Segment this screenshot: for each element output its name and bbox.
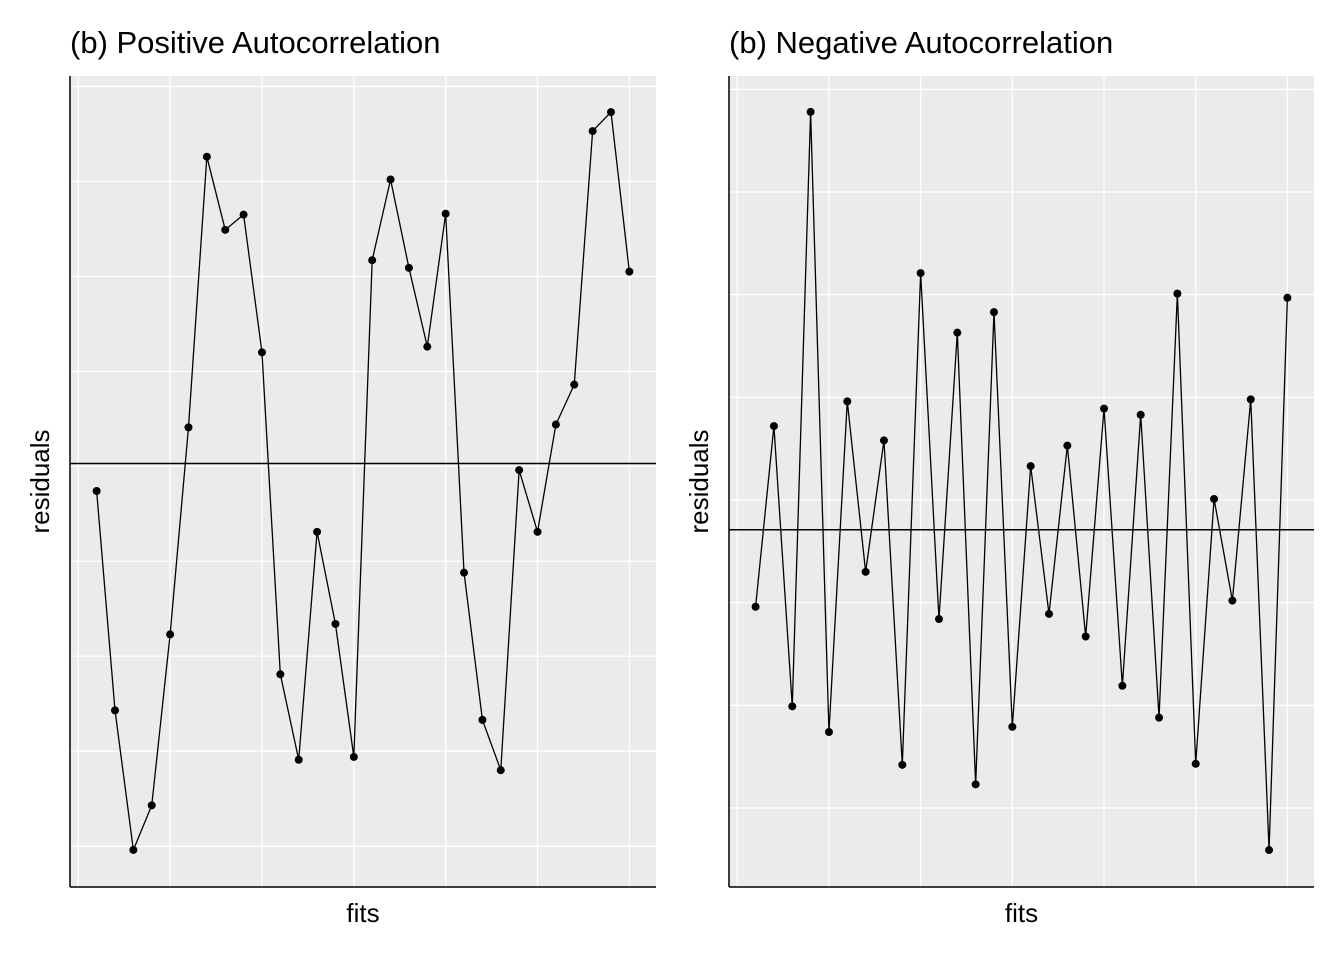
- point: [496, 766, 505, 775]
- point: [221, 225, 230, 234]
- point: [184, 423, 193, 432]
- plot-background: [729, 76, 1314, 887]
- point: [879, 436, 888, 445]
- point: [824, 727, 833, 736]
- point: [788, 702, 797, 711]
- point: [916, 269, 925, 278]
- plot-background: [70, 76, 656, 887]
- point: [460, 568, 469, 577]
- point: [1026, 462, 1035, 471]
- point: [166, 630, 175, 639]
- series-line: [754, 111, 1289, 851]
- point: [533, 527, 542, 536]
- y-axis-label: residuals: [684, 429, 714, 533]
- point: [294, 755, 303, 764]
- point: [625, 267, 634, 276]
- point: [588, 127, 597, 136]
- point: [478, 715, 487, 724]
- point: [971, 780, 980, 789]
- point: [313, 527, 322, 536]
- point: [349, 752, 358, 761]
- point: [111, 706, 120, 715]
- point: [1100, 404, 1109, 413]
- point: [423, 342, 432, 351]
- point: [806, 107, 815, 116]
- point: [386, 175, 395, 184]
- point: [1136, 410, 1145, 419]
- point: [1118, 681, 1127, 690]
- chart-title: (b) Negative Autocorrelation: [729, 25, 1113, 60]
- point: [751, 602, 760, 611]
- point: [92, 486, 101, 495]
- point: [769, 422, 778, 431]
- point: [1283, 293, 1292, 302]
- point: [1008, 722, 1017, 731]
- point: [1210, 494, 1219, 503]
- point: [441, 209, 450, 218]
- point: [606, 108, 615, 117]
- point: [276, 670, 285, 679]
- point: [129, 845, 138, 854]
- point: [953, 328, 962, 337]
- series-line: [95, 110, 631, 853]
- point: [202, 152, 211, 161]
- point: [331, 619, 340, 628]
- point: [1191, 759, 1200, 768]
- chart-title: (b) Positive Autocorrelation: [70, 25, 440, 60]
- point: [368, 256, 377, 265]
- point: [515, 466, 524, 475]
- point: [1045, 609, 1054, 618]
- point: [843, 397, 852, 406]
- point: [1246, 395, 1255, 404]
- point: [1081, 632, 1090, 641]
- point: [898, 760, 907, 769]
- point: [551, 420, 560, 429]
- point: [257, 348, 266, 357]
- x-axis-label: fits: [346, 898, 379, 928]
- point: [147, 801, 156, 810]
- x-axis-label: fits: [1005, 898, 1038, 928]
- point: [1155, 713, 1164, 722]
- point: [934, 615, 943, 624]
- point: [404, 263, 413, 272]
- point: [1228, 596, 1237, 605]
- point: [570, 380, 579, 389]
- point: [989, 308, 998, 317]
- point: [1265, 846, 1274, 855]
- point: [1173, 289, 1182, 298]
- point: [1063, 441, 1072, 450]
- point: [239, 210, 248, 219]
- point: [861, 567, 870, 576]
- y-axis-label: residuals: [25, 429, 55, 533]
